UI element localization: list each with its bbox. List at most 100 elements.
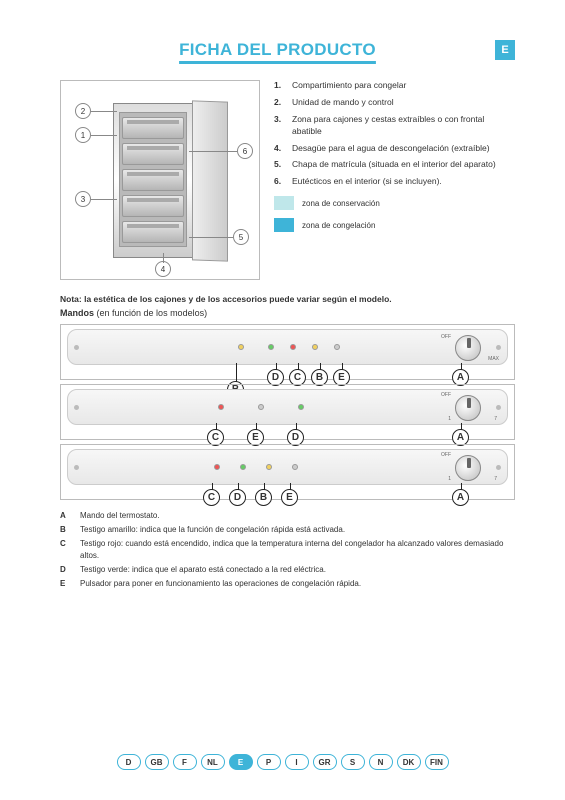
led-red-icon [214, 464, 220, 470]
callout-3: 3 [75, 191, 91, 207]
freezer-interior [119, 112, 187, 247]
controls-heading-sub: (en función de los modelos) [94, 308, 207, 318]
part-num: 6. [274, 176, 286, 188]
button-icon [292, 464, 298, 470]
lang-pill-s[interactable]: S [341, 754, 365, 770]
callout-lead [189, 151, 237, 152]
part-text: Zona para cajones y cestas extraíbles o … [292, 114, 515, 138]
dial-label: OFF [441, 452, 451, 458]
part-text: Chapa de matrícula (situada en el interi… [292, 159, 496, 171]
legend-text: Testigo rojo: cuando está encendido, ind… [80, 538, 515, 562]
tag-circle: C [203, 489, 220, 506]
top-section: 2 1 3 6 5 4 1.Compartimiento para congel… [60, 80, 515, 280]
drawer [122, 117, 184, 139]
tag-letter: D [292, 432, 299, 443]
tag-letter: E [338, 372, 345, 383]
legend-key: E [60, 578, 72, 590]
led-yellow-icon [312, 344, 318, 350]
freezer-body [113, 103, 193, 258]
drawer [122, 195, 184, 217]
led-red-icon [218, 404, 224, 410]
tag-letter: E [286, 492, 293, 503]
thermostat-dial-icon [455, 395, 481, 421]
tag-letter: C [294, 372, 301, 383]
part-num: 3. [274, 114, 286, 138]
lang-pill-fin[interactable]: FIN [425, 754, 449, 770]
control-panel-1: OFF MAX B D C B E A [60, 324, 515, 380]
zone-swatch-conservation [274, 196, 294, 210]
lang-pill-dk[interactable]: DK [397, 754, 421, 770]
legend-row: E Pulsador para poner en funcionamiento l… [60, 578, 515, 590]
lang-pill-n[interactable]: N [369, 754, 393, 770]
dial-label: 7 [494, 476, 497, 482]
part-num: 4. [274, 143, 286, 155]
part-num: 1. [274, 80, 286, 92]
lang-pill-e[interactable]: E [229, 754, 253, 770]
model-note: Nota: la estética de los cajones y de lo… [60, 294, 515, 304]
lang-pill-p[interactable]: P [257, 754, 281, 770]
callout-4: 4 [155, 261, 171, 277]
lang-pill-gb[interactable]: GB [145, 754, 169, 770]
zone-swatch-freezing [274, 218, 294, 232]
parts-list: 1.Compartimiento para congelar 2.Unidad … [274, 80, 515, 280]
lang-pill-nl[interactable]: NL [201, 754, 225, 770]
tag-letter: B [316, 372, 323, 383]
tag-circle: A [452, 489, 469, 506]
part-item: 3.Zona para cajones y cestas extraíbles … [274, 114, 515, 138]
dial-label: OFF [441, 334, 451, 340]
screw-icon [74, 345, 79, 350]
freezer-diagram: 2 1 3 6 5 4 [60, 80, 260, 280]
part-item: 4. Desagüe para el agua de descongelación… [274, 143, 515, 155]
legend-text: Pulsador para poner en funcionamiento la… [80, 578, 361, 590]
drawer [122, 143, 184, 165]
control-panel-3: OFF 1 7 C D B E A [60, 444, 515, 500]
tag-letter: C [212, 432, 219, 443]
part-text: Eutécticos en el interior (si se incluye… [292, 176, 442, 188]
screw-icon [74, 405, 79, 410]
zone-row: zona de conservación [274, 196, 515, 210]
tag-letter: A [457, 492, 464, 503]
panel-strip: OFF 1 7 [67, 449, 508, 485]
lang-pill-f[interactable]: F [173, 754, 197, 770]
callout-6: 6 [237, 143, 253, 159]
part-text: Desagüe para el agua de descongelación (… [292, 143, 490, 155]
zone-row: zona de congelación [274, 218, 515, 232]
dial-label: 1 [448, 476, 451, 482]
controls-heading: Mandos (en función de los modelos) [60, 308, 515, 318]
button-icon [334, 344, 340, 350]
part-text: Unidad de mando y control [292, 97, 394, 109]
zone-label: zona de conservación [302, 198, 380, 209]
drawer [122, 169, 184, 191]
tag-lead [236, 363, 237, 383]
legend-key: D [60, 564, 72, 576]
led-yellow-icon [266, 464, 272, 470]
screw-icon [496, 405, 501, 410]
callout-lead [91, 111, 117, 112]
title-row: FICHA DEL PRODUCTO E [60, 40, 515, 60]
screw-icon [496, 345, 501, 350]
legend-key: C [60, 538, 72, 562]
lang-pill-gr[interactable]: GR [313, 754, 337, 770]
tag-circle: B [255, 489, 272, 506]
thermostat-dial-icon [455, 335, 481, 361]
legend: AMando del termostato. BTestigo amarillo… [60, 510, 515, 590]
tag-letter: D [272, 372, 279, 383]
panel-strip: OFF 1 7 [67, 389, 508, 425]
panel-strip: OFF MAX [67, 329, 508, 365]
tag-letter: A [457, 372, 464, 383]
tag-letter: D [234, 492, 241, 503]
legend-row: DTestigo verde: indica que el aparato es… [60, 564, 515, 576]
callout-lead [91, 135, 117, 136]
dial-label: 7 [494, 416, 497, 422]
led-green-icon [240, 464, 246, 470]
legend-key: A [60, 510, 72, 522]
lang-pill-d[interactable]: D [117, 754, 141, 770]
zone-label: zona de congelación [302, 220, 375, 231]
tag-letter: C [208, 492, 215, 503]
part-item: 2.Unidad de mando y control [274, 97, 515, 109]
dial-label: MAX [488, 356, 499, 362]
page: FICHA DEL PRODUCTO E 2 1 3 6 [0, 0, 565, 622]
controls-heading-bold: Mandos [60, 308, 94, 318]
lang-pill-i[interactable]: I [285, 754, 309, 770]
part-item: 6. Eutécticos en el interior (si se inclu… [274, 176, 515, 188]
